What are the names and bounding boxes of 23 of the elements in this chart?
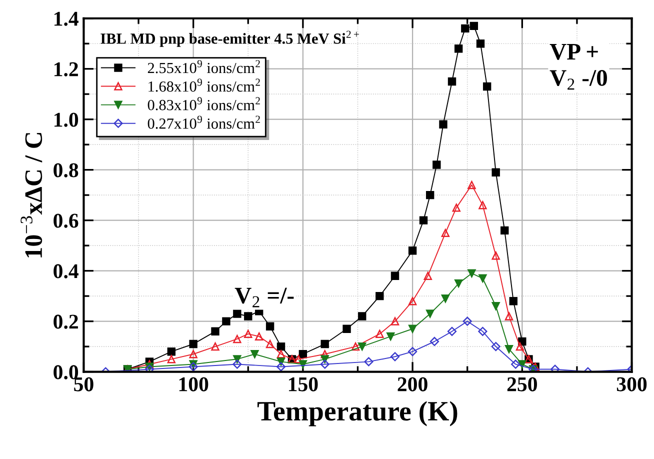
legend-label: 0.27x10$^{9}$ ions/cm$^{2}$: [148, 116, 260, 129]
y-tick-label: 0.6: [54, 214, 78, 228]
y-tick-label: 0.0: [54, 365, 78, 380]
legend-label: 2.55x10$^{9}$ ions/cm$^{2}$: [148, 60, 260, 74]
x-tick-label: 50: [74, 377, 94, 392]
y-tick-label: 1.4: [54, 12, 78, 26]
annotation: VP + V$_{2}$ -/0: [550, 44, 607, 90]
y-axis-title: 10$^{−3}$xΔC / C: [20, 132, 42, 258]
y-tick-label: 0.2: [54, 314, 78, 329]
y-tick-label: 0.4: [54, 264, 78, 278]
legend-label: 1.68x10$^{9}$ ions/cm$^{2}$: [148, 78, 260, 92]
x-tick-label: 100: [179, 377, 208, 392]
annotation: V$_{2}$ =/-: [234, 288, 294, 308]
legend-label: 0.83x10$^{9}$ ions/cm$^{2}$: [148, 97, 260, 110]
y-tick-label: 1.2: [54, 62, 78, 76]
text: IBL MD pnp base-emitter 4.5 MeV Si$^{2+}$: [100, 30, 359, 47]
x-tick-label: 300: [616, 377, 647, 392]
y-tick-label: 0.8: [54, 163, 78, 178]
x-axis-title: Temperature (K): [257, 401, 458, 426]
x-tick-label: 200: [398, 377, 428, 392]
x-tick-label: 150: [288, 377, 318, 392]
x-tick-label: 250: [507, 377, 537, 392]
y-tick-label: 1.0: [54, 112, 78, 127]
